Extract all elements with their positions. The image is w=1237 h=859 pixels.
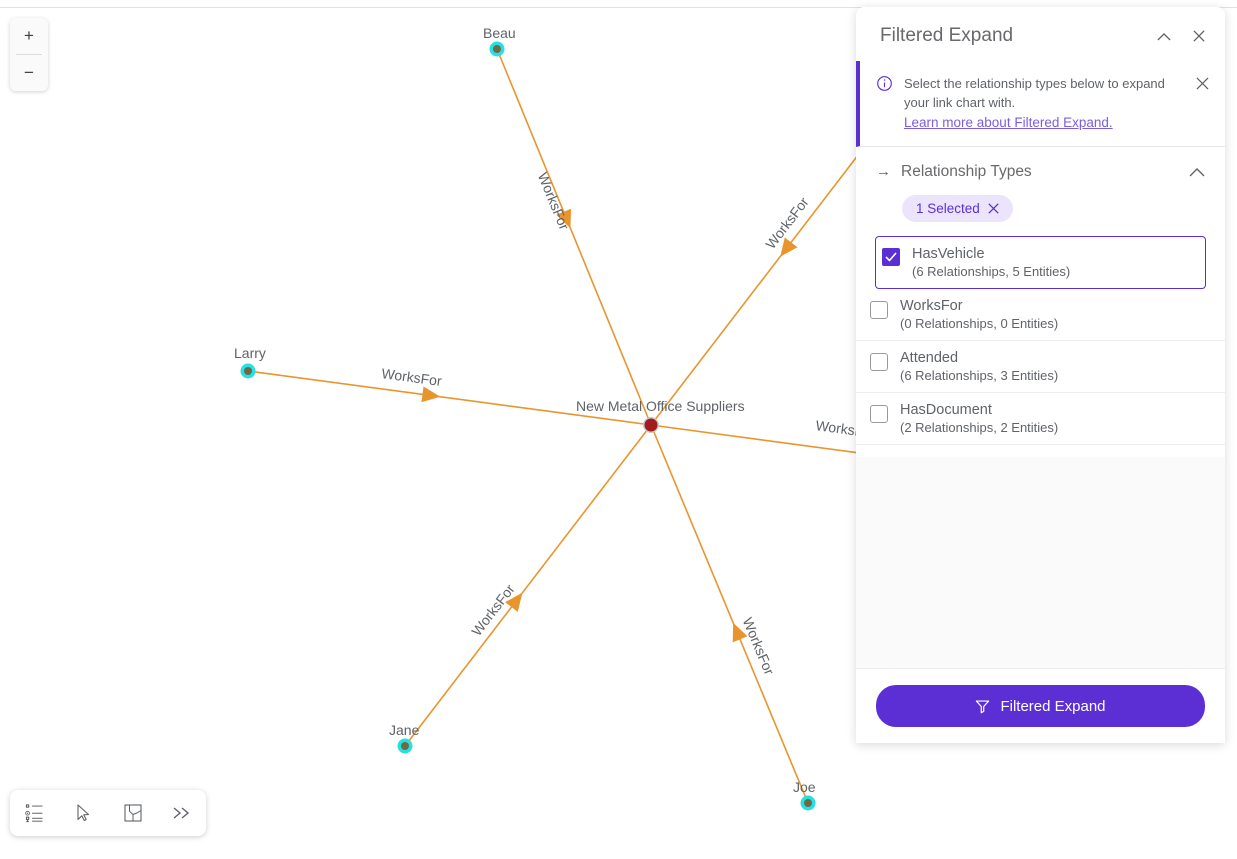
svg-text:Beau: Beau [483,25,516,41]
svg-text:Larry: Larry [234,345,266,361]
svg-text:WorksFor: WorksFor [535,170,573,232]
svg-text:Joe: Joe [793,779,816,795]
svg-text:WorksFor: WorksFor [381,365,443,389]
svg-text:Jane: Jane [389,722,420,738]
svg-text:New Metal Office Suppliers: New Metal Office Suppliers [576,398,745,414]
svg-text:WorksFor: WorksFor [740,615,778,677]
